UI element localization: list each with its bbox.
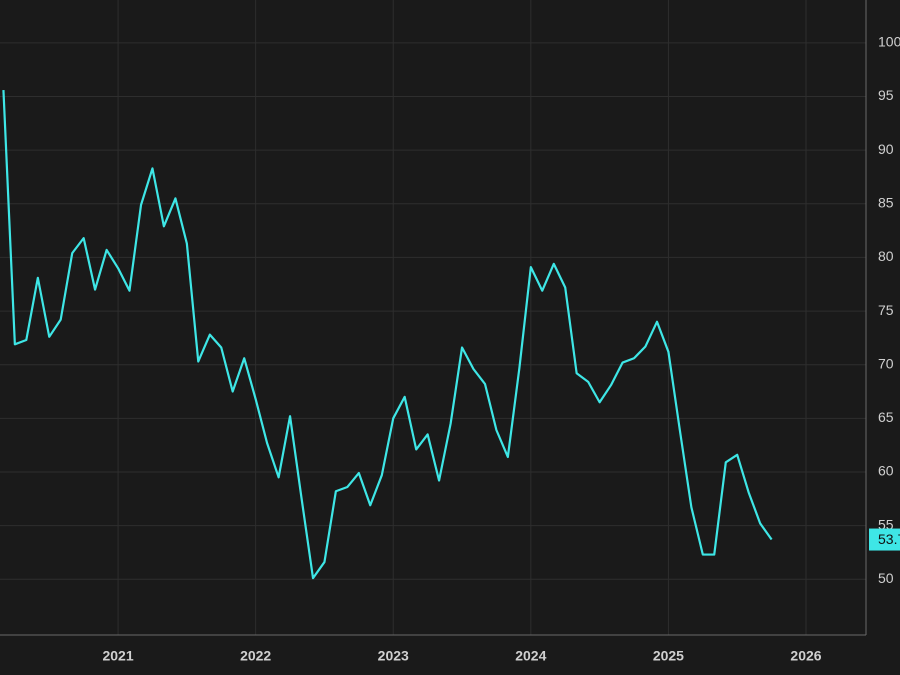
x-tick-label: 2025 [653, 648, 684, 664]
line [2, 90, 773, 580]
x-tick-label: 2024 [515, 648, 546, 664]
x-tick-label: 2022 [240, 648, 271, 664]
y-tick-label: 55 [878, 516, 894, 532]
y-tick-label: 90 [878, 141, 894, 157]
x-tick-label: 2021 [102, 648, 133, 664]
x-tick-label: 2023 [378, 648, 409, 664]
y-tick-label: 100 [878, 34, 900, 50]
y-tick-label: 95 [878, 87, 894, 103]
y-tick-label: 60 [878, 463, 894, 479]
y-tick-label: 80 [878, 248, 894, 264]
x-tick-label: 2026 [790, 648, 821, 664]
last-value-box [869, 528, 900, 551]
y-tick-label: 50 [878, 570, 894, 586]
y-tick-label: 75 [878, 302, 894, 318]
last-value-label: 53.7 [878, 531, 900, 547]
y-tick-label: 65 [878, 409, 894, 425]
y-tick-label: 70 [878, 355, 894, 371]
y-tick-label: 85 [878, 195, 894, 211]
